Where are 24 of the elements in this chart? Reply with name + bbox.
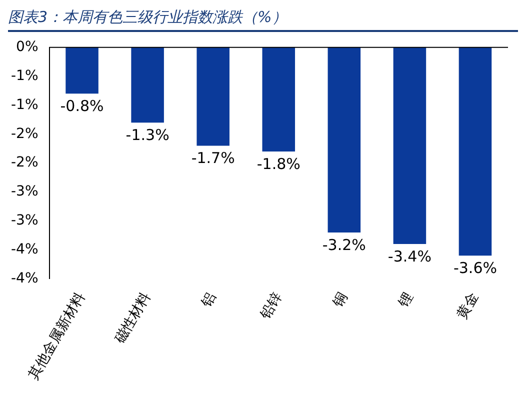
y-tick-label: -4% xyxy=(10,270,38,286)
y-tick-label: -2% xyxy=(10,154,38,171)
x-tick-label: 铜 xyxy=(329,290,351,311)
y-tick-label: -1% xyxy=(10,96,38,113)
y-tick-label: -4% xyxy=(10,241,38,258)
data-label: -1.7% xyxy=(191,149,235,168)
data-label: -3.4% xyxy=(388,247,432,266)
data-label: -3.6% xyxy=(453,258,497,277)
data-label: -3.2% xyxy=(322,236,366,254)
x-tick-label: 锂 xyxy=(394,290,416,311)
y-tick-label: -3% xyxy=(10,184,38,200)
x-tick-label: 铅锌 xyxy=(256,290,286,323)
y-tick-label: -3% xyxy=(10,212,38,229)
x-tick-label: 磁性材料 xyxy=(112,290,154,348)
data-label: -1.3% xyxy=(126,126,170,144)
y-tick-label: -2% xyxy=(10,126,38,142)
x-tick-label: 铝 xyxy=(198,290,220,311)
x-tick-label: 黄金 xyxy=(454,290,482,322)
x-tick-label: 其他金属新材料 xyxy=(26,290,89,383)
data-label: -0.8% xyxy=(60,97,104,116)
chart-title: 图表3：本周有色三级行业指数涨跌（%） xyxy=(8,8,518,32)
data-label: -1.8% xyxy=(256,154,300,173)
y-tick-label: -1% xyxy=(10,68,38,84)
y-tick-label: 0% xyxy=(16,39,38,56)
